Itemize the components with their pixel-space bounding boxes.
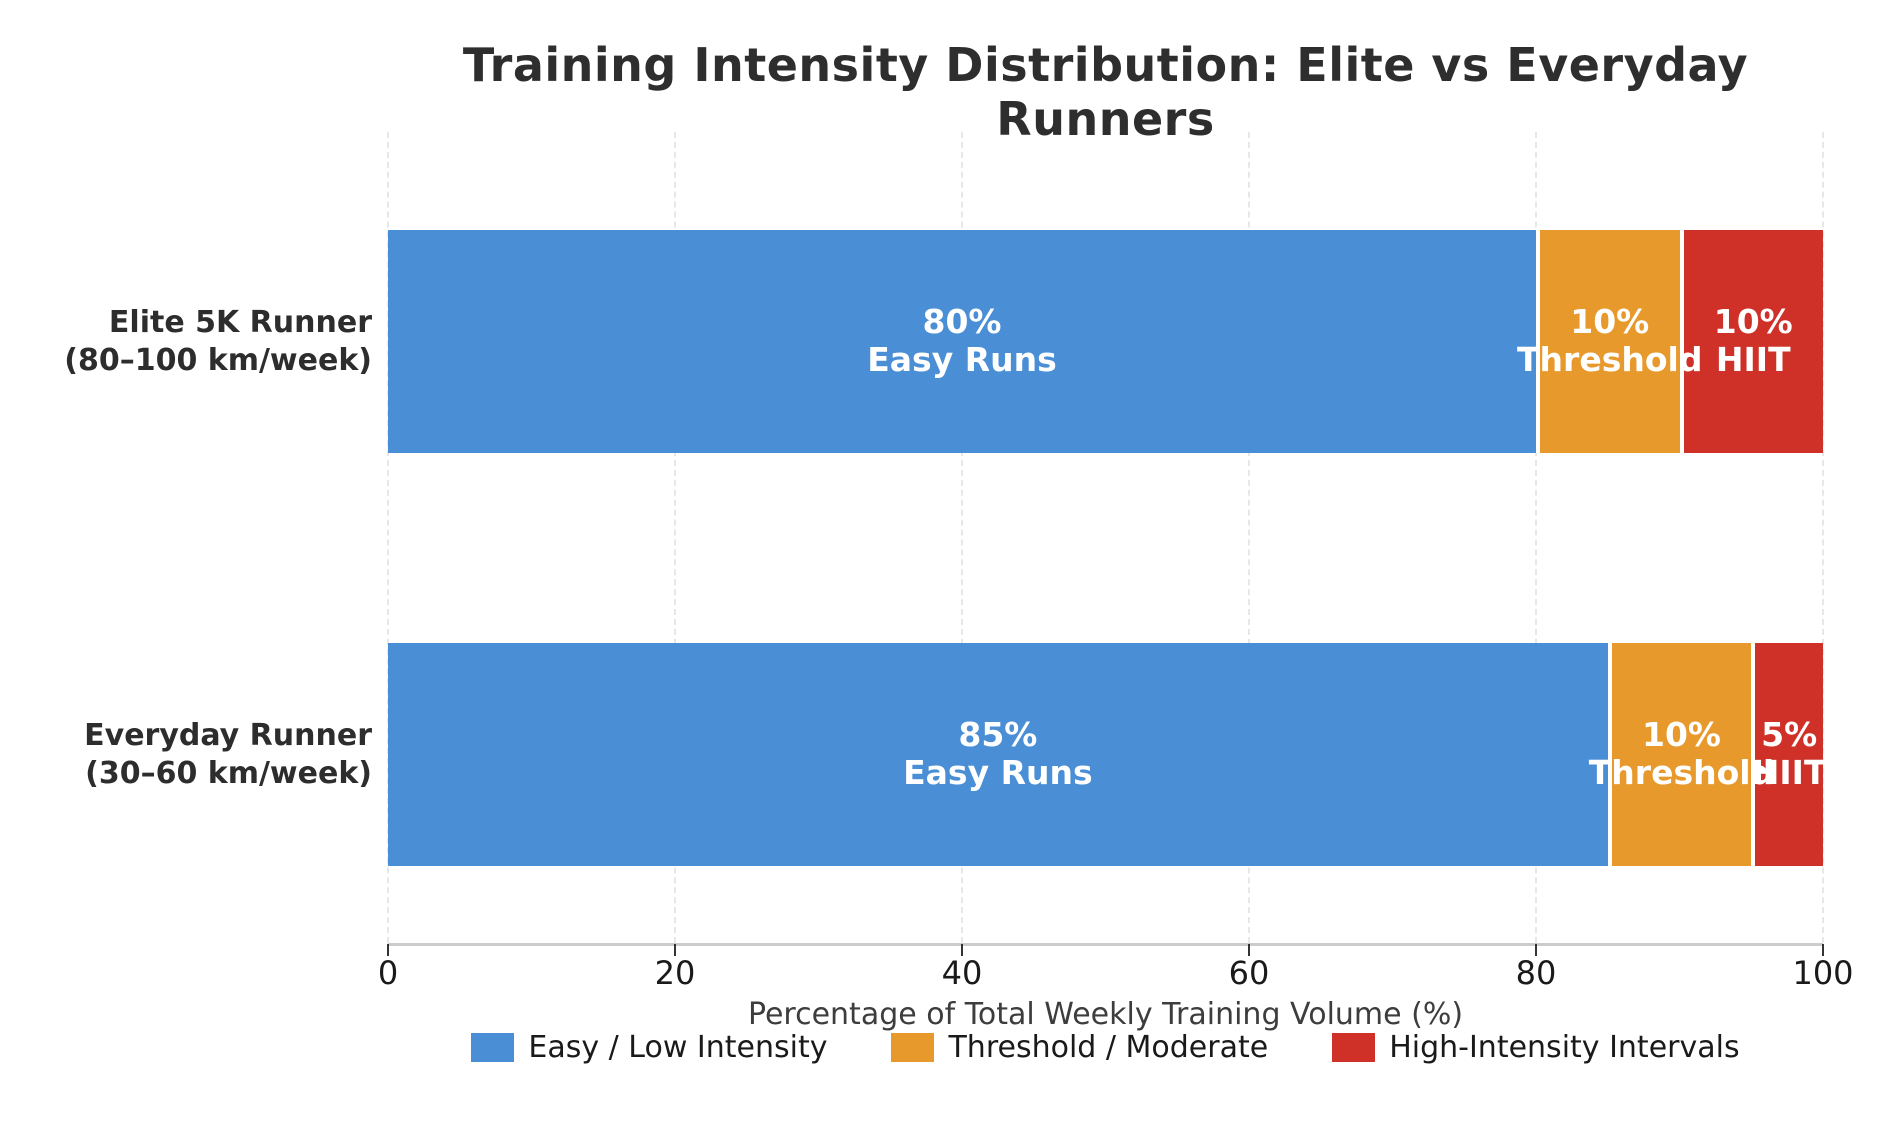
- x-tick: [1822, 944, 1824, 956]
- x-tick-label: 60: [1228, 954, 1270, 992]
- category-label: Elite 5K Runner (80–100 km/week): [64, 304, 372, 378]
- bar-segment-hiit: 10% HIIT: [1679, 230, 1823, 453]
- x-tick: [674, 944, 676, 956]
- bar-row: 80% Easy Runs 10% Threshold 10% HIIT: [388, 230, 1823, 453]
- bar-segment-label: 10% Threshold: [1517, 301, 1703, 380]
- bar-segment-label: 80% Easy Runs: [867, 301, 1057, 380]
- legend-label: Easy / Low Intensity: [528, 1030, 828, 1065]
- legend-item: Easy / Low Intensity: [471, 1030, 827, 1065]
- x-tick-label: 20: [654, 954, 696, 992]
- gridline: [674, 132, 676, 943]
- x-tick: [1535, 944, 1537, 956]
- bar-segment-easy: 85% Easy Runs: [388, 643, 1608, 866]
- x-tick: [1248, 944, 1250, 956]
- bar-segment-label: 85% Easy Runs: [903, 714, 1093, 793]
- legend-label: Threshold / Moderate: [948, 1030, 1269, 1065]
- legend-swatch: [1332, 1033, 1376, 1062]
- bar-segment-hiit: 5% HIIT: [1751, 643, 1826, 866]
- legend-swatch: [891, 1033, 935, 1062]
- bar-segment-threshold: 10% Threshold: [1517, 230, 1702, 453]
- gridline: [1822, 132, 1824, 943]
- gridline: [961, 132, 963, 943]
- x-tick-label: 100: [1792, 954, 1854, 992]
- legend: Easy / Low Intensity Threshold / Moderate…: [388, 1030, 1823, 1065]
- bar-segment-label: 10% HIIT: [1713, 301, 1793, 380]
- legend-swatch: [471, 1033, 515, 1062]
- bar-segment-threshold: 10% Threshold: [1589, 643, 1774, 866]
- x-tick: [961, 944, 963, 956]
- bar-row: 85% Easy Runs 10% Threshold 5% HIIT: [388, 643, 1826, 866]
- chart-title: Training Intensity Distribution: Elite v…: [462, 38, 1749, 146]
- gridline: [1535, 132, 1537, 943]
- bar-segment-label: 5% HIIT: [1751, 714, 1827, 793]
- bar-segment-label: 10% Threshold: [1588, 714, 1775, 793]
- x-tick-label: 0: [377, 954, 399, 992]
- x-tick-label: 40: [941, 954, 983, 992]
- x-tick-label: 80: [1515, 954, 1557, 992]
- category-label: Everyday Runner (30–60 km/week): [84, 717, 372, 791]
- x-tick: [387, 944, 389, 956]
- gridline: [1248, 132, 1250, 943]
- legend-item: Threshold / Moderate: [891, 1030, 1268, 1065]
- plot-area: 80% Easy Runs 10% Threshold 10% HIIT 85% Easy R…: [387, 132, 1826, 946]
- legend-label: High-Intensity Intervals: [1389, 1030, 1740, 1065]
- x-axis-label: Percentage of Total Weekly Training Volu…: [747, 997, 1464, 1032]
- legend-item: High-Intensity Intervals: [1332, 1030, 1740, 1065]
- gridline: [387, 132, 389, 943]
- bar-segment-easy: 80% Easy Runs: [388, 230, 1536, 453]
